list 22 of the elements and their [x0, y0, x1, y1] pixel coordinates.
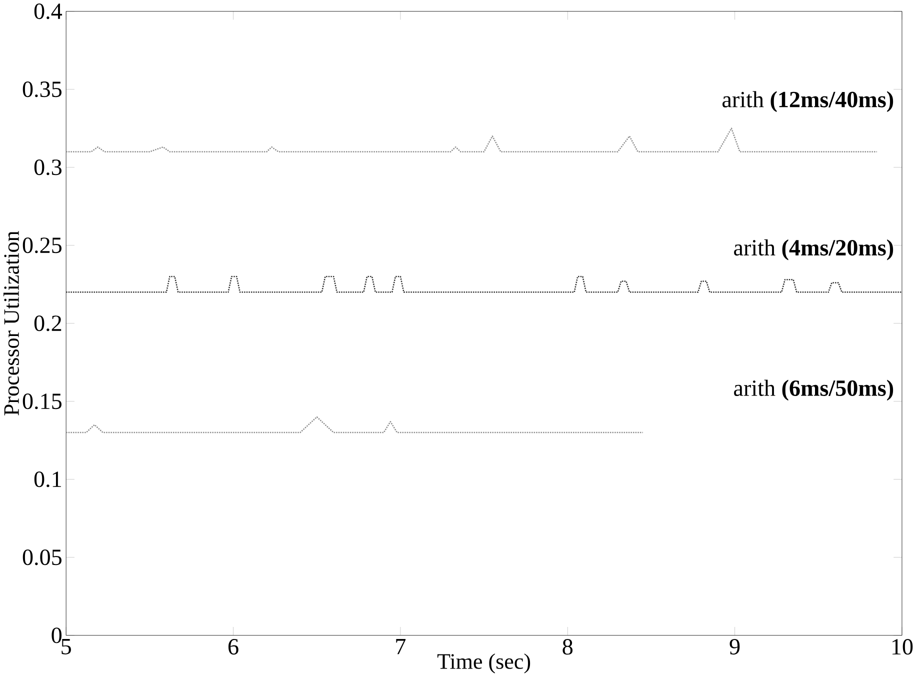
- x-tick-label: 9: [730, 639, 740, 655]
- x-tick-label: 7: [396, 639, 406, 654]
- y-tick-label: 0.25: [22, 238, 62, 254]
- annotation: arith (12ms/40ms): [722, 91, 894, 112]
- y-tick-label: 0.4: [34, 4, 62, 20]
- y-tick-label: 0.2: [34, 316, 62, 332]
- annotation: arith (6ms/50ms): [734, 380, 894, 401]
- x-tick-label: 8: [562, 639, 573, 655]
- y-axis-title: Processor Utilization: [4, 231, 19, 416]
- x-tick-label: 6: [228, 639, 238, 655]
- y-tick-label: 0: [52, 628, 62, 644]
- y-tick-label: 0.15: [22, 394, 62, 410]
- line-series: [66, 276, 902, 293]
- y-tick-label: 0.1: [34, 472, 61, 488]
- x-axis-title: Time (sec): [437, 653, 530, 674]
- annotation: arith (4ms/20ms): [734, 239, 894, 260]
- x-tick-label: 10: [892, 639, 913, 655]
- y-tick-label: 0.35: [22, 82, 62, 98]
- x-tick-label: 5: [62, 639, 71, 654]
- y-tick-label: 0.05: [22, 550, 62, 566]
- y-tick-label: 0.3: [34, 160, 62, 176]
- line-series: [66, 416, 644, 434]
